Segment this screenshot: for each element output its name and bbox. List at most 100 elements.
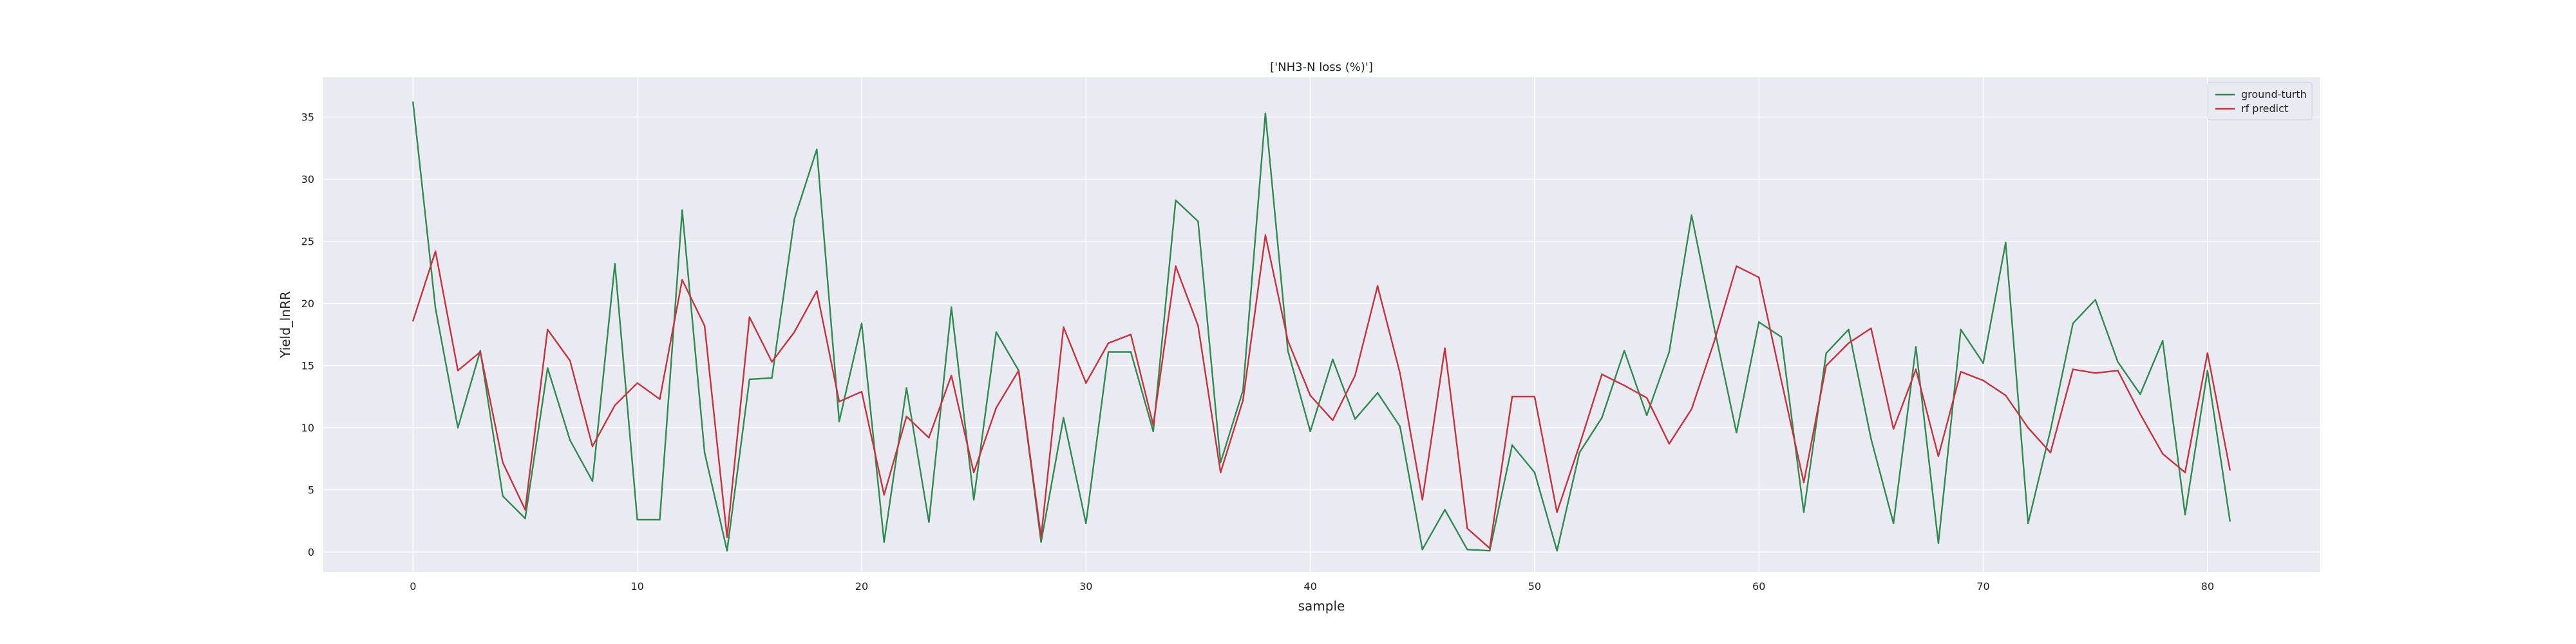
data-point (793, 218, 795, 220)
data-point (614, 404, 616, 406)
y-tick-label: 5 (308, 484, 314, 497)
x-tick-label: 0 (410, 580, 416, 592)
data-point (2117, 370, 2119, 372)
data-point (569, 439, 571, 441)
data-point (1332, 419, 1334, 421)
x-tick-label: 80 (2201, 580, 2214, 592)
data-point (457, 370, 459, 372)
data-point (1511, 395, 1513, 398)
data-point (905, 415, 907, 417)
data-point (1399, 372, 1401, 374)
data-point (1533, 471, 1536, 473)
series-points (412, 101, 2231, 552)
data-point (1624, 350, 1625, 352)
x-tick-label: 20 (855, 580, 868, 592)
data-point (1085, 382, 1087, 384)
data-point (1152, 424, 1155, 426)
legend: ground-turth rf predict (2207, 82, 2313, 120)
data-point (1309, 394, 1311, 397)
data-point (547, 328, 549, 330)
data-point (793, 331, 795, 333)
y-tick-label: 10 (301, 422, 314, 434)
data-point (748, 378, 751, 381)
chart-title: ['NH3-N loss (%)'] (1270, 61, 1373, 74)
data-point (2027, 522, 2029, 524)
data-point (2005, 394, 2007, 397)
data-point (972, 498, 975, 501)
y-tick-label: 25 (301, 236, 314, 248)
data-point (1085, 522, 1087, 524)
data-point (2162, 339, 2164, 342)
data-point (905, 387, 907, 389)
data-point (1601, 374, 1603, 375)
data-point (659, 518, 661, 521)
data-point (1287, 339, 1289, 342)
x-tick-label: 50 (1528, 580, 1541, 592)
data-point (435, 307, 437, 310)
data-point (951, 306, 952, 308)
series-lines (412, 102, 2231, 552)
data-point (1466, 549, 1468, 551)
data-point (1063, 417, 1065, 419)
x-tick-label: 10 (630, 580, 643, 592)
data-point (1713, 326, 1715, 328)
plot-area: 0 10 20 30 40 50 60 70 80 0 5 10 15 20 25 30 35 (301, 77, 2320, 592)
x-axis-label: sample (1298, 598, 1345, 614)
data-point (1780, 336, 1783, 338)
data-point (457, 427, 459, 429)
data-point (1578, 451, 1580, 453)
data-point (1848, 342, 1850, 345)
data-point (2184, 471, 2186, 473)
data-point (1803, 481, 1805, 484)
data-point (1668, 443, 1671, 445)
data-point (1937, 542, 1940, 544)
data-point (1421, 498, 1423, 501)
data-point (771, 361, 773, 363)
data-point (524, 517, 526, 520)
data-point (928, 521, 930, 523)
data-point (1220, 462, 1222, 464)
x-tick-label: 60 (1752, 580, 1765, 592)
data-point (1063, 326, 1065, 328)
data-point (1444, 347, 1446, 349)
data-point (1645, 414, 1648, 417)
data-point (726, 536, 728, 538)
data-point (1758, 321, 1760, 323)
data-point (1690, 214, 1692, 216)
data-point (1736, 265, 1738, 267)
data-point (703, 325, 706, 327)
data-point (479, 350, 481, 352)
data-point (1915, 346, 1917, 348)
data-point (1645, 397, 1648, 399)
data-point (1780, 379, 1783, 381)
data-point (2229, 469, 2231, 471)
data-point (1489, 547, 1491, 549)
data-point (1220, 471, 1222, 473)
data-point (816, 290, 818, 292)
x-tick-label: 40 (1303, 580, 1316, 592)
data-point (1287, 350, 1289, 352)
data-point (2184, 514, 2186, 516)
data-point (1982, 379, 1984, 381)
data-point (1713, 341, 1715, 343)
y-tick-label: 35 (301, 111, 314, 124)
data-point (1960, 371, 1962, 373)
data-point (1264, 112, 1267, 115)
y-axis-ticks: 0 5 10 15 20 25 30 35 (301, 111, 314, 558)
data-point (1444, 509, 1446, 511)
data-point (1242, 390, 1244, 392)
data-point (951, 374, 952, 377)
data-point (2162, 453, 2164, 455)
data-point (1533, 395, 1536, 398)
data-point (1556, 550, 1558, 552)
data-point (1421, 549, 1423, 551)
data-point (412, 101, 414, 103)
data-point (681, 209, 683, 211)
data-point (1601, 417, 1603, 419)
data-point (1107, 342, 1110, 345)
data-point (1870, 327, 1872, 329)
data-point (1960, 328, 1962, 330)
data-point (2027, 427, 2029, 429)
legend-box (2207, 82, 2313, 120)
data-point (726, 550, 728, 552)
